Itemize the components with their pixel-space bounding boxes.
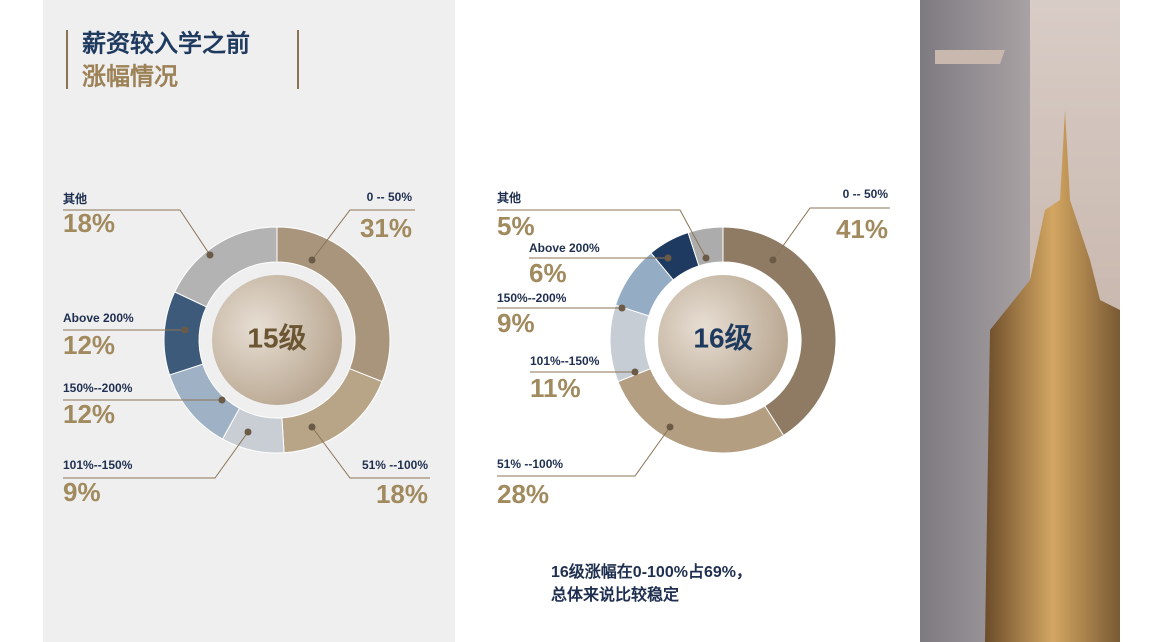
title: 薪资较入学之前	[82, 29, 250, 57]
data-label: 9%	[497, 308, 535, 338]
leader-line	[311, 426, 430, 479]
leader-dot	[702, 254, 710, 262]
legend-label: 0 -- 50%	[367, 190, 413, 204]
leader-line	[63, 209, 211, 256]
legend-label: 101%--150%	[63, 458, 133, 472]
leader-dot	[769, 256, 777, 264]
leader-dot	[181, 326, 189, 334]
leader-dot	[218, 396, 226, 404]
data-label: 18%	[376, 479, 428, 509]
data-label: 31%	[360, 213, 412, 243]
donut-segment	[174, 226, 278, 308]
center-label: 16级	[693, 322, 752, 353]
leader-dot	[308, 423, 316, 431]
leader-dot	[618, 304, 626, 312]
data-label: 11%	[530, 373, 581, 403]
legend-label: 0 -- 50%	[843, 187, 889, 201]
leader-dot	[666, 423, 674, 431]
legend-label: 150%--200%	[63, 381, 133, 395]
legend-label: 其他	[497, 190, 521, 205]
legend-label: 101%--150%	[530, 354, 600, 368]
data-label: 6%	[529, 258, 567, 288]
donut-segment	[722, 226, 837, 437]
leader-line	[497, 426, 671, 477]
donut-segment	[609, 304, 652, 383]
donut-segment	[687, 226, 724, 267]
note: 总体来说比较稳定	[551, 585, 679, 604]
leader-dot	[244, 428, 252, 436]
leader-dot	[206, 251, 214, 259]
photo	[920, 0, 1120, 642]
legend-label: 150%--200%	[497, 291, 567, 305]
data-label: 12%	[63, 399, 115, 429]
legend-label: 其他	[63, 191, 87, 206]
legend-label: Above 200%	[529, 241, 600, 255]
leader-line	[311, 209, 415, 261]
leader-line	[497, 209, 707, 259]
data-label: 5%	[497, 211, 535, 241]
note: 16级涨幅在0-100%占69%，	[551, 562, 752, 581]
legend-label: Above 200%	[63, 311, 134, 325]
leader-dot	[308, 256, 316, 264]
center-disc	[658, 275, 788, 405]
data-label: 28%	[497, 479, 549, 509]
subtitle: 涨幅情况	[82, 63, 178, 90]
leader-line	[772, 207, 890, 261]
center-disc	[212, 275, 342, 405]
data-label: 9%	[63, 477, 101, 507]
leader-line	[63, 431, 249, 479]
center-label: 15级	[247, 322, 306, 353]
leader-dot	[664, 254, 672, 262]
leader-dot	[631, 368, 639, 376]
legend-label: 51% --100%	[497, 457, 563, 471]
data-label: 18%	[63, 208, 115, 238]
data-label: 12%	[63, 330, 115, 360]
data-label: 41%	[836, 214, 888, 244]
legend-label: 51% --100%	[362, 458, 428, 472]
